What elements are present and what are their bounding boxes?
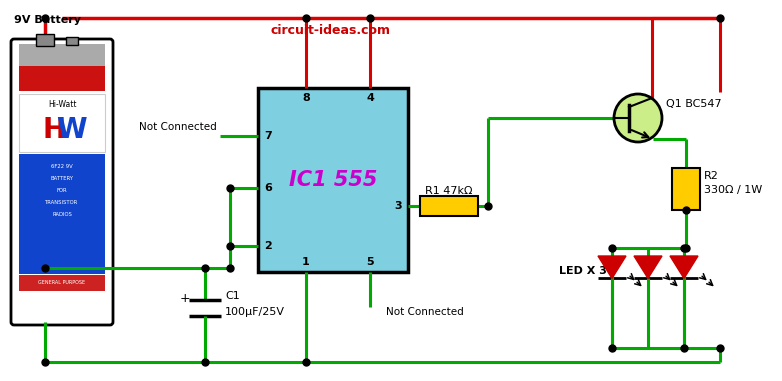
Text: FOR: FOR: [56, 187, 67, 192]
Text: 7: 7: [264, 131, 272, 141]
Text: 1: 1: [302, 257, 310, 267]
Text: 6: 6: [264, 183, 272, 193]
Bar: [258, 88, 408, 272]
Text: 100μF/25V: 100μF/25V: [225, 307, 285, 317]
Text: 4: 4: [366, 93, 374, 103]
Text: LED X 3: LED X 3: [559, 266, 607, 276]
Text: 330Ω / 1W: 330Ω / 1W: [704, 185, 762, 195]
Bar: [19, 154, 105, 274]
Bar: [19, 292, 105, 320]
Bar: [19, 275, 105, 291]
Text: W: W: [56, 116, 86, 144]
Text: R1 47kΩ: R1 47kΩ: [425, 186, 473, 196]
Circle shape: [614, 94, 662, 142]
Bar: [19, 44, 105, 66]
Text: R2: R2: [704, 171, 719, 181]
Bar: [19, 94, 105, 152]
Polygon shape: [670, 256, 698, 279]
Text: IC1 555: IC1 555: [289, 170, 377, 190]
Text: circuit-ideas.com: circuit-ideas.com: [270, 24, 390, 37]
Text: TRANSISTOR: TRANSISTOR: [45, 200, 79, 205]
Text: Not Connected: Not Connected: [386, 307, 464, 317]
Polygon shape: [598, 256, 626, 279]
Text: 5: 5: [366, 257, 374, 267]
Text: C1: C1: [225, 291, 240, 301]
Text: GENERAL PURPOSE: GENERAL PURPOSE: [38, 280, 85, 285]
Text: H: H: [42, 116, 66, 144]
Bar: [19, 66, 105, 91]
Bar: [36, 34, 54, 46]
FancyBboxPatch shape: [11, 39, 113, 325]
Text: 9V Battery: 9V Battery: [14, 15, 81, 25]
Text: 3: 3: [394, 201, 402, 211]
Bar: [672, 168, 700, 210]
Text: 8: 8: [302, 93, 310, 103]
Text: 2: 2: [264, 241, 272, 251]
Text: BATTERY: BATTERY: [51, 176, 74, 181]
Text: 6F22 9V: 6F22 9V: [51, 163, 73, 168]
Text: Hi-Watt: Hi-Watt: [48, 99, 77, 109]
Text: RADIOS: RADIOS: [52, 211, 72, 216]
Polygon shape: [634, 256, 662, 279]
Text: Not Connected: Not Connected: [139, 122, 217, 132]
Bar: [66, 37, 78, 45]
Text: Q1 BC547: Q1 BC547: [666, 99, 722, 109]
Bar: [420, 196, 478, 216]
Text: +: +: [180, 291, 190, 304]
